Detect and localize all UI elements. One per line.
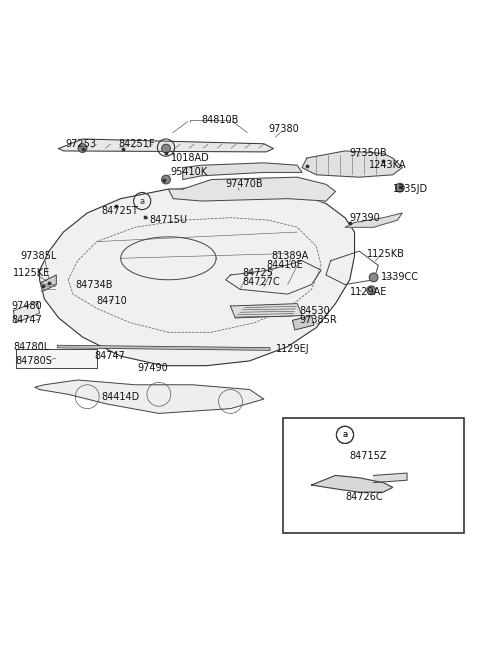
Text: 84414D: 84414D — [102, 392, 140, 402]
Text: 81389A: 81389A — [271, 251, 308, 261]
Text: 97380: 97380 — [269, 124, 300, 134]
Text: 84780S: 84780S — [16, 356, 53, 366]
Text: 84710: 84710 — [97, 296, 128, 307]
Text: 84410E: 84410E — [266, 261, 303, 271]
Text: a: a — [140, 196, 145, 206]
Polygon shape — [292, 316, 314, 330]
Text: 84715Z: 84715Z — [350, 451, 387, 461]
Polygon shape — [59, 139, 274, 152]
Text: 1018AD: 1018AD — [171, 153, 210, 163]
FancyBboxPatch shape — [6, 98, 474, 557]
Circle shape — [78, 143, 87, 153]
Text: 84734B: 84734B — [75, 280, 113, 290]
Circle shape — [396, 183, 404, 192]
Text: 97390: 97390 — [350, 213, 381, 223]
Polygon shape — [39, 187, 355, 365]
Text: 97385R: 97385R — [300, 315, 337, 326]
Text: a: a — [342, 430, 348, 440]
Text: 1243KA: 1243KA — [369, 160, 407, 170]
Circle shape — [367, 286, 375, 295]
Text: 97385L: 97385L — [21, 251, 57, 261]
Polygon shape — [168, 177, 336, 201]
Text: 84251F: 84251F — [118, 139, 155, 149]
Polygon shape — [312, 476, 393, 492]
Text: 84747: 84747 — [11, 315, 42, 326]
Text: 1339CC: 1339CC — [381, 272, 419, 282]
Text: 1335JD: 1335JD — [393, 184, 428, 194]
Text: 1125KE: 1125KE — [13, 268, 50, 278]
Text: 84715U: 84715U — [149, 215, 187, 225]
Polygon shape — [13, 301, 39, 323]
Text: 97470B: 97470B — [226, 179, 264, 189]
Polygon shape — [35, 380, 264, 413]
Text: 97490: 97490 — [137, 363, 168, 373]
Text: 1129AE: 1129AE — [350, 287, 387, 297]
Polygon shape — [302, 151, 402, 177]
FancyBboxPatch shape — [283, 418, 464, 533]
Circle shape — [162, 144, 170, 153]
Text: 84725: 84725 — [242, 268, 274, 278]
Text: 97350B: 97350B — [350, 148, 387, 159]
Text: 84727C: 84727C — [242, 277, 280, 287]
Polygon shape — [183, 163, 302, 179]
Text: 84726C: 84726C — [345, 492, 383, 502]
Polygon shape — [345, 213, 402, 227]
Text: 84747: 84747 — [95, 351, 125, 361]
Text: a: a — [164, 143, 168, 152]
Polygon shape — [230, 304, 302, 318]
Circle shape — [369, 273, 378, 282]
Text: a: a — [342, 430, 348, 440]
Text: 97480: 97480 — [11, 301, 42, 311]
Text: 95410K: 95410K — [171, 168, 208, 178]
Text: 97253: 97253 — [66, 139, 97, 149]
Text: 1129EJ: 1129EJ — [276, 344, 310, 354]
Polygon shape — [42, 275, 56, 291]
Text: 84725T: 84725T — [102, 206, 139, 215]
Text: 84810B: 84810B — [202, 115, 239, 125]
Polygon shape — [16, 349, 97, 368]
Text: 1125KB: 1125KB — [366, 248, 404, 259]
Text: 84530: 84530 — [300, 306, 330, 316]
Polygon shape — [373, 473, 407, 483]
Text: 84780L: 84780L — [13, 342, 49, 352]
Circle shape — [162, 176, 170, 184]
